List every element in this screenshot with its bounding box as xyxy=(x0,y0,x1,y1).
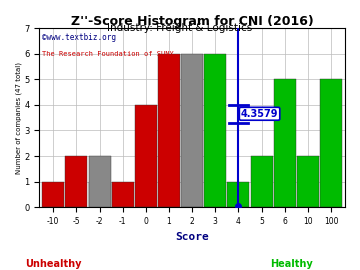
Y-axis label: Number of companies (47 total): Number of companies (47 total) xyxy=(15,62,22,174)
Bar xyxy=(297,156,319,207)
X-axis label: Score: Score xyxy=(175,231,209,241)
Text: Unhealthy: Unhealthy xyxy=(25,259,82,269)
Bar xyxy=(204,54,226,207)
Bar xyxy=(181,54,203,207)
Bar xyxy=(158,54,180,207)
Title: Z''-Score Histogram for CNI (2016): Z''-Score Histogram for CNI (2016) xyxy=(71,15,314,28)
Bar xyxy=(112,182,134,207)
Bar xyxy=(42,182,64,207)
Bar xyxy=(274,79,296,207)
Text: Healthy: Healthy xyxy=(270,259,313,269)
Bar xyxy=(66,156,87,207)
Bar xyxy=(89,182,111,207)
Text: ©www.textbiz.org: ©www.textbiz.org xyxy=(42,33,116,42)
Bar xyxy=(89,156,111,207)
Text: The Research Foundation of SUNY: The Research Foundation of SUNY xyxy=(42,51,174,57)
Text: 4.3579: 4.3579 xyxy=(241,109,278,119)
Bar xyxy=(251,156,273,207)
Bar xyxy=(228,182,249,207)
Bar xyxy=(320,79,342,207)
Text: Industry: Freight & Logistics: Industry: Freight & Logistics xyxy=(107,23,253,33)
Bar xyxy=(135,105,157,207)
